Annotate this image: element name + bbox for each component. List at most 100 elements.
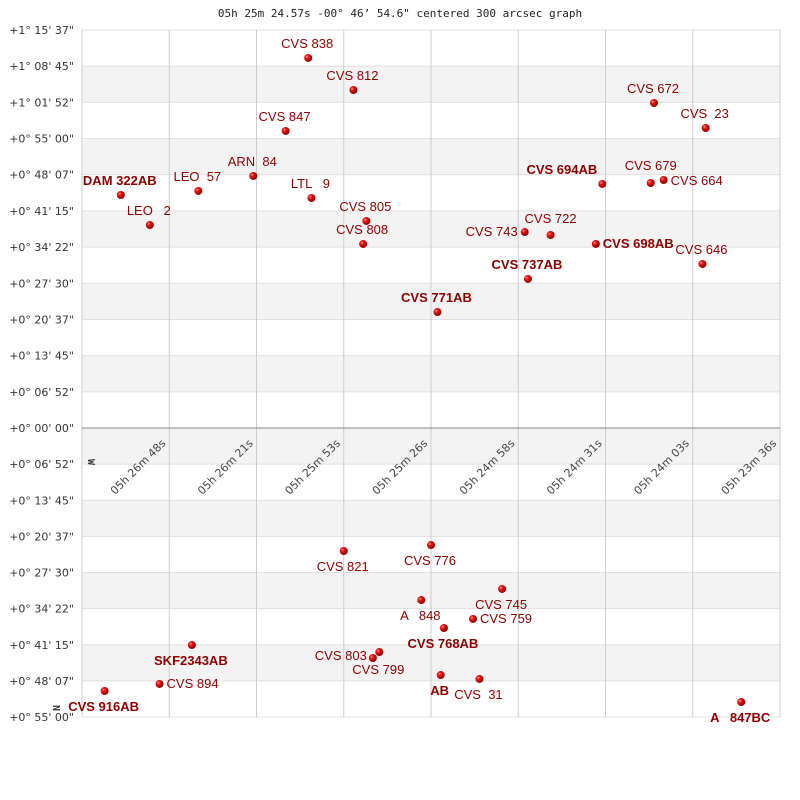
star-marker [249, 171, 258, 180]
star-label: CVS 776 [404, 553, 456, 568]
star-label: CVS 916AB [68, 699, 139, 714]
star-point: CVS 838 [281, 36, 333, 62]
star-label: CVS 771AB [401, 290, 472, 305]
star-marker [362, 216, 371, 225]
star-marker [659, 176, 668, 185]
star-label: CVS 745 [475, 597, 527, 612]
star-label: CVS 894 [167, 676, 219, 691]
star-label: CVS 737AB [492, 257, 563, 272]
star-label: CVS 646 [675, 242, 727, 257]
star-marker [194, 186, 203, 195]
y-axis-ticks: +1° 15' 37" +1° 08' 45" +1° 01' 52" +0° 55'… [9, 24, 74, 724]
star-point: CVS 722 [525, 211, 577, 240]
star-label: A 847BC [710, 710, 771, 725]
star-marker [339, 546, 348, 555]
star-marker [427, 541, 435, 550]
grid-lines [81, 29, 781, 718]
star-label: CVS 23 [680, 106, 728, 121]
star-marker [155, 679, 164, 688]
star-label: ARN 84 [228, 154, 277, 169]
star-marker [187, 641, 196, 650]
star-marker [591, 239, 600, 248]
star-point: CVS 821 [317, 546, 369, 574]
star-label: CVS 679 [625, 158, 677, 173]
star-point: CVS 743 [466, 224, 529, 239]
star-point: SKF2343AB [154, 641, 228, 668]
star-label: LEO 2 [127, 203, 171, 218]
y-tick-label: +0° 34' 22" [9, 241, 74, 254]
star-marker [116, 191, 125, 200]
star-point: CVS 803 [315, 648, 377, 663]
star-point: CVS 23 [680, 106, 729, 132]
star-point: CVS 847 [259, 109, 311, 135]
star-label: CVS 847 [259, 109, 311, 124]
star-marker [498, 584, 507, 593]
star-point: CVS 672 [627, 81, 679, 107]
star-point: CVS 812 [326, 68, 378, 95]
star-point: CVS 805 [339, 199, 391, 225]
star-label: SKF2343AB [154, 653, 228, 668]
star-label: CVS 768AB [408, 636, 479, 651]
y-tick-label: +0° 27' 30" [9, 567, 74, 580]
star-point: CVS 916AB [68, 686, 139, 714]
star-marker [281, 126, 290, 135]
star-point: CVS 799 [352, 648, 404, 677]
star-label: LEO 57 [173, 169, 221, 184]
star-marker [433, 308, 442, 317]
star-point: CVS 771AB [401, 290, 472, 317]
star-label: A 848 [400, 608, 440, 623]
star-marker [359, 239, 368, 248]
star-point: CVS 698AB [591, 236, 674, 251]
star-point: CVS 745 [475, 584, 527, 612]
star-label: CVS 838 [281, 36, 333, 51]
star-marker [737, 698, 746, 707]
star-marker [698, 259, 707, 268]
star-marker [307, 193, 316, 202]
star-marker [649, 98, 658, 107]
y-tick-label: +0° 13' 45" [9, 350, 74, 363]
star-label: AB [430, 683, 449, 698]
star-label: DAM 322AB [83, 173, 157, 188]
star-point: A 848 [400, 596, 441, 623]
star-point: A 847BC [710, 698, 771, 725]
star-point: AB [430, 671, 449, 698]
y-tick-label: +0° 20' 37" [9, 313, 74, 326]
star-marker [646, 178, 655, 187]
y-tick-label: +0° 20' 37" [9, 530, 74, 543]
y-tick-label: +0° 13' 45" [9, 494, 74, 507]
y-tick-label: +0° 41' 15" [9, 205, 74, 218]
star-point: DAM 322AB [83, 173, 157, 200]
star-label: CVS 803 [315, 648, 367, 663]
star-label: LTL 9 [291, 176, 330, 191]
star-label: CVS 805 [339, 199, 391, 214]
y-tick-label: +0° 00' 00" [9, 422, 74, 435]
star-marker [145, 221, 154, 230]
star-point: LEO 2 [127, 203, 171, 230]
west-marker: W [85, 459, 96, 466]
y-tick-label: +0° 06' 52" [9, 458, 74, 471]
y-tick-label: +0° 34' 22" [9, 603, 74, 616]
y-tick-label: +0° 06' 52" [9, 386, 74, 399]
star-label: CVS 694AB [526, 162, 597, 177]
star-marker [701, 123, 710, 132]
star-marker [349, 86, 358, 95]
star-label: CVS 799 [352, 662, 404, 677]
star-marker [469, 614, 478, 623]
star-label: CVS 722 [525, 211, 577, 226]
star-label: CVS 672 [627, 81, 679, 96]
star-marker [436, 671, 445, 680]
star-point: ARN 84 [228, 154, 277, 180]
star-marker [523, 274, 532, 283]
star-marker [598, 179, 607, 188]
star-point: LEO 57 [173, 169, 221, 195]
star-point: CVS 679 [625, 158, 677, 187]
star-point: CVS 664 [659, 173, 723, 188]
y-tick-label: +0° 48' 07" [9, 675, 74, 688]
star-point: CVS 646 [675, 242, 727, 268]
star-marker [375, 648, 384, 657]
star-point: CVS 808 [336, 222, 388, 248]
star-label: CVS 812 [326, 68, 378, 83]
star-marker [417, 596, 426, 605]
star-point: CVS 894 [155, 676, 219, 691]
